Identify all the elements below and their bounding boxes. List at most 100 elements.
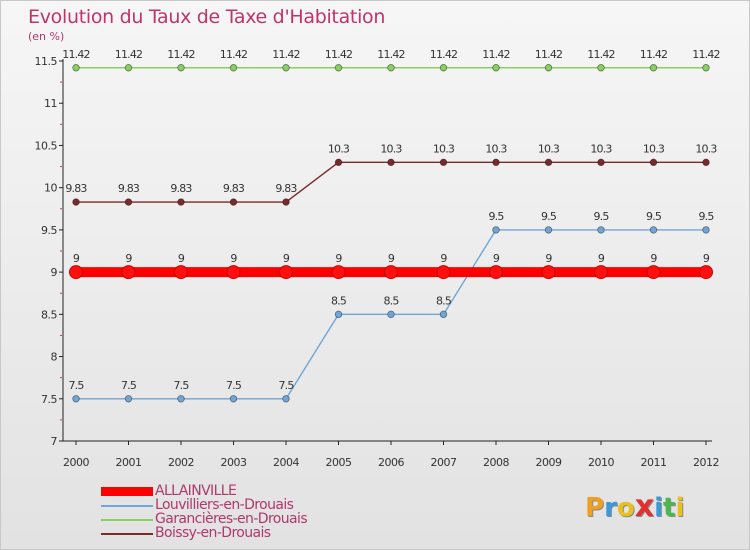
data-point — [597, 226, 605, 234]
data-point — [492, 64, 500, 72]
data-point — [124, 198, 133, 206]
data-label: 9 — [335, 252, 342, 265]
data-label: 7.5 — [68, 379, 84, 392]
data-label: 10.3 — [643, 142, 665, 155]
line-chart: 7 7.5 8 8.5 9 9.5 10 10.5 11 11.5 2000 2001 2002 2003… — [35, 48, 721, 469]
data-point — [72, 64, 80, 72]
data-point — [544, 64, 553, 72]
data-point — [282, 395, 290, 403]
legend-label: ALLAINVILLE — [155, 483, 237, 499]
data-point — [229, 64, 238, 72]
legend-swatch — [101, 533, 153, 535]
data-point — [492, 158, 500, 167]
data-label: 9.83 — [223, 182, 245, 195]
data-point — [331, 265, 346, 280]
data-label: 11.42 — [587, 48, 615, 61]
data-point — [649, 64, 658, 72]
data-label: 7.5 — [226, 379, 242, 392]
legend-label: Boissy-en-Drouais — [155, 525, 271, 541]
data-point — [699, 265, 713, 280]
data-point — [544, 158, 553, 167]
x-tick-label: 2008 — [483, 456, 509, 469]
data-point — [124, 395, 133, 403]
data-point — [702, 226, 710, 234]
data-point — [597, 158, 605, 167]
y-tick-label: 7.5 — [41, 393, 57, 406]
data-label: 9 — [73, 252, 80, 265]
data-label: 10.3 — [433, 142, 455, 155]
data-label: 9.5 — [593, 210, 609, 223]
data-label: 7.5 — [173, 379, 189, 392]
y-tick-label: 9 — [51, 266, 58, 279]
data-point — [334, 158, 343, 167]
y-tick-label: 11 — [44, 97, 57, 110]
x-tick-label: 2007 — [431, 456, 457, 469]
data-label: 9 — [440, 252, 447, 265]
data-label: 11.42 — [377, 48, 405, 61]
x-tick-label: 2011 — [641, 456, 667, 469]
data-point — [174, 265, 188, 280]
logo-letter: x — [634, 489, 655, 524]
y-tick-label: 8 — [51, 351, 58, 364]
data-point — [384, 265, 398, 280]
data-point — [72, 395, 80, 403]
data-label: 11.42 — [62, 48, 90, 61]
logo-letter: t — [663, 493, 676, 523]
data-label: 9.5 — [646, 210, 662, 223]
data-label: 10.3 — [485, 142, 507, 155]
x-tick-label: 2005 — [326, 456, 352, 469]
data-label: 11.42 — [220, 48, 248, 61]
data-label: 9.83 — [118, 182, 140, 195]
y-tick-label: 11.5 — [35, 55, 58, 68]
chart-unit: (en %) — [28, 30, 65, 43]
x-tick-label: 2000 — [63, 456, 89, 469]
data-label: 7.5 — [278, 379, 294, 392]
legend-label: Louvilliers-en-Drouais — [155, 497, 294, 513]
x-tick-label: 2010 — [588, 456, 614, 469]
data-label: 10.3 — [590, 142, 612, 155]
data-label: 10.3 — [380, 142, 402, 155]
x-tick-label: 2001 — [116, 456, 142, 469]
data-point — [649, 226, 658, 234]
data-point — [489, 265, 503, 280]
data-point — [387, 158, 395, 167]
data-label: 9 — [230, 252, 237, 265]
data-point — [492, 226, 500, 234]
data-label: 11.42 — [640, 48, 668, 61]
y-tick-label: 9.5 — [41, 224, 57, 237]
data-point — [229, 198, 238, 206]
data-label: 9 — [388, 252, 395, 265]
data-point — [439, 158, 448, 167]
data-label: 11.42 — [167, 48, 195, 61]
data-point — [334, 64, 343, 72]
data-point — [702, 158, 710, 167]
data-label: 9 — [125, 252, 132, 265]
data-label: 7.5 — [121, 379, 137, 392]
y-tick-label: 8.5 — [41, 308, 57, 321]
data-label: 9.5 — [541, 210, 557, 223]
data-label: 9.83 — [170, 182, 192, 195]
data-label: 9 — [545, 252, 552, 265]
data-point — [177, 64, 185, 72]
data-label: 9 — [598, 252, 605, 265]
data-point — [177, 198, 185, 206]
data-label: 11.42 — [430, 48, 458, 61]
x-tick-label: 2009 — [536, 456, 562, 469]
data-label: 9.83 — [65, 182, 87, 195]
chart-title: Evolution du Taux de Taxe d'Habitation — [28, 6, 386, 28]
data-label: 11.42 — [115, 48, 143, 61]
logo-letter: r — [604, 493, 617, 523]
data-point — [226, 265, 241, 280]
legend-swatch — [101, 519, 153, 521]
data-label: 10.3 — [695, 142, 717, 155]
data-label: 10.3 — [538, 142, 560, 155]
data-label: 9 — [178, 252, 185, 265]
data-point — [282, 64, 290, 72]
x-tick-label: 2003 — [221, 456, 247, 469]
legend-label: Garancières-en-Drouais — [155, 511, 308, 527]
legend-swatch — [101, 487, 153, 496]
data-point — [544, 226, 553, 234]
data-label: 9.5 — [488, 210, 504, 223]
data-label: 11.42 — [535, 48, 563, 61]
data-point — [541, 265, 556, 280]
